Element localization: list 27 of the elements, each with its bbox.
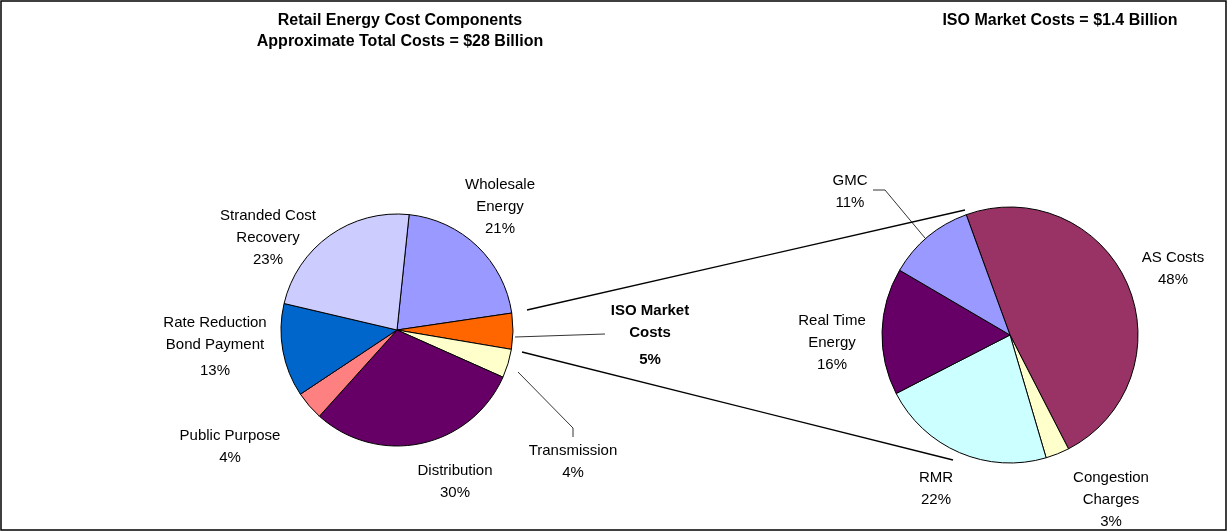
data-label: 11% <box>835 193 865 210</box>
slice-label: Transmission <box>528 441 618 458</box>
data-label: 3% <box>1100 512 1122 529</box>
data-label: 23% <box>252 250 284 267</box>
slice-label: GMC <box>832 171 868 188</box>
data-label: 16% <box>816 355 848 372</box>
data-label: 4% <box>562 463 584 480</box>
data-label: 4% <box>219 448 241 465</box>
slice-label: Distribution <box>417 461 493 478</box>
chart-subtitle: Approximate Total Costs = $28 Billion <box>256 32 544 49</box>
chart-title: Retail Energy Cost Components <box>277 11 523 28</box>
data-label: 5% <box>639 350 661 367</box>
data-label: 30% <box>439 483 471 500</box>
data-label: 21% <box>484 219 516 236</box>
slice-label: Real Time Energy <box>798 311 866 350</box>
slice-label: RMR <box>918 468 954 485</box>
slice-label: Congestion Charges <box>1073 468 1149 507</box>
slice-label: ISO Market Costs <box>610 301 690 340</box>
slice-label: Public Purpose <box>179 426 281 443</box>
data-label: 22% <box>920 490 952 507</box>
slice-label: AS Costs <box>1141 248 1205 265</box>
slice-label: Stranded Cost Recovery <box>220 206 317 245</box>
data-label: 13% <box>199 361 231 378</box>
slice-label: Rate Reduction Bond Payment <box>163 313 267 352</box>
chart-title: ISO Market Costs = $1.4 Billion <box>942 11 1178 28</box>
data-label: 48% <box>1157 270 1189 287</box>
slice-label: Wholesale Energy <box>464 175 536 214</box>
